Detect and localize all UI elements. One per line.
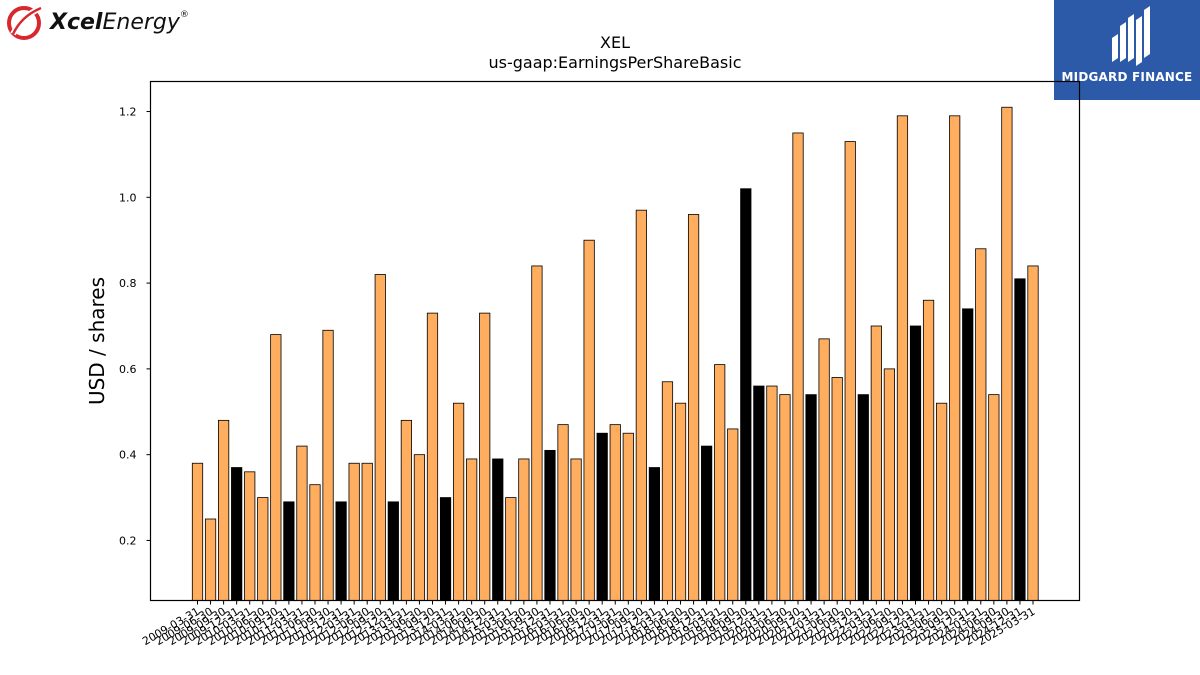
bar-2016-09-30 (583, 239, 595, 601)
bar-2015-09-30 (531, 265, 543, 601)
bar-2016-03-31 (557, 424, 569, 601)
chart-title: XEL (600, 33, 630, 52)
bar-2009-06-30 (204, 518, 217, 601)
bar-2024-03-31 (975, 248, 987, 601)
bar-2020-12-31 (805, 394, 817, 601)
bar-2019-03-31 (714, 364, 726, 601)
bar-2017-09-30 (635, 209, 647, 601)
bar-2015-12-31 (544, 449, 556, 601)
bar-2022-12-31 (909, 325, 922, 601)
bar-2013-03-31 (400, 419, 412, 601)
bar-2021-12-31 (857, 394, 869, 601)
bar-2019-06-30 (727, 428, 739, 601)
bar-2014-09-30 (479, 312, 491, 601)
chart-subtitle: us-gaap:EarningsPerShareBasic (488, 53, 741, 72)
y-tick-label: 1.0 (119, 191, 137, 204)
y-tick-label: 0.2 (119, 534, 137, 547)
bar-2012-03-31 (348, 462, 360, 601)
partner-name: MIDGARD FINANCE (1061, 70, 1193, 84)
bar-2012-12-31 (387, 501, 399, 601)
bar-2009-03-31 (191, 462, 204, 601)
y-axis-label: USD / shares (85, 277, 109, 405)
bar-2023-12-31 (962, 308, 974, 601)
midgard-m-icon (1112, 6, 1150, 66)
bar-2014-06-30 (466, 458, 478, 601)
bar-2012-06-30 (361, 462, 373, 601)
bars-group (191, 106, 1039, 601)
bar-2020-03-31 (766, 385, 778, 601)
bar-2013-06-30 (413, 454, 426, 601)
bar-2015-03-31 (505, 497, 517, 601)
y-tick-label: 0.6 (119, 363, 137, 376)
xcel-swoosh-icon (7, 5, 43, 40)
y-ticks-group: 0.2 0.4 0.6 0.8 1.0 1.2 (119, 106, 151, 547)
bar-2019-09-30 (740, 188, 752, 601)
xcel-energy-logo: XcelEnergy® (5, 4, 195, 42)
midgard-finance-logo: MIDGARD FINANCE (1054, 0, 1200, 100)
x-ticks-group: 2009-03-312009-06-302009-09-302009-12-31… (140, 600, 1038, 648)
bar-2015-06-30 (518, 458, 530, 601)
bar-2011-09-30 (322, 329, 334, 601)
bar-2018-12-31 (701, 445, 713, 601)
bar-2014-12-31 (492, 458, 504, 601)
xcel-wordmark: XcelEnergy® (50, 10, 189, 35)
bar-2016-12-31 (596, 432, 608, 601)
bar-2020-06-30 (779, 394, 791, 601)
bar-2009-09-30 (218, 419, 230, 601)
bar-2021-09-30 (844, 141, 856, 601)
bar-2024-09-30 (1001, 106, 1013, 601)
bar-2022-06-30 (883, 368, 896, 601)
bar-2022-09-30 (896, 115, 909, 601)
bar-2009-12-31 (231, 467, 243, 601)
bar-2025-03-31 (1027, 265, 1039, 601)
bar-2023-03-31 (922, 299, 935, 601)
bar-2011-06-30 (309, 484, 321, 601)
bar-2021-06-30 (831, 377, 843, 601)
bar-2020-09-30 (792, 132, 804, 601)
y-tick-label: 0.4 (119, 449, 137, 462)
bar-2018-03-31 (661, 381, 674, 601)
bar-2023-06-30 (936, 402, 948, 601)
plot-area-frame (149, 80, 1081, 602)
bar-2023-09-30 (949, 115, 961, 601)
bar-2018-09-30 (687, 214, 700, 601)
y-tick-label: 1.2 (119, 106, 137, 119)
bar-2011-03-31 (296, 445, 308, 601)
bar-2017-06-30 (622, 432, 634, 601)
bar-2012-09-30 (374, 274, 386, 601)
bar-2010-09-30 (270, 334, 282, 601)
bar-2011-12-31 (335, 501, 347, 601)
bar-2017-12-31 (648, 467, 661, 601)
bar-2014-03-31 (452, 402, 465, 601)
bar-2019-12-31 (753, 385, 765, 601)
bar-2016-06-30 (570, 458, 582, 601)
bar-2013-12-31 (439, 497, 452, 601)
bar-2018-06-30 (674, 402, 687, 601)
y-tick-label: 0.8 (119, 277, 137, 290)
bar-2024-06-30 (988, 394, 1000, 601)
bar-2010-12-31 (283, 501, 295, 601)
bar-2010-06-30 (257, 497, 269, 601)
bar-2017-03-31 (609, 424, 621, 601)
bar-2021-03-31 (818, 338, 830, 601)
bar-2024-12-31 (1014, 278, 1026, 601)
bar-2013-09-30 (426, 312, 439, 601)
bar-2022-03-31 (870, 325, 882, 601)
bar-2010-03-31 (244, 471, 256, 601)
